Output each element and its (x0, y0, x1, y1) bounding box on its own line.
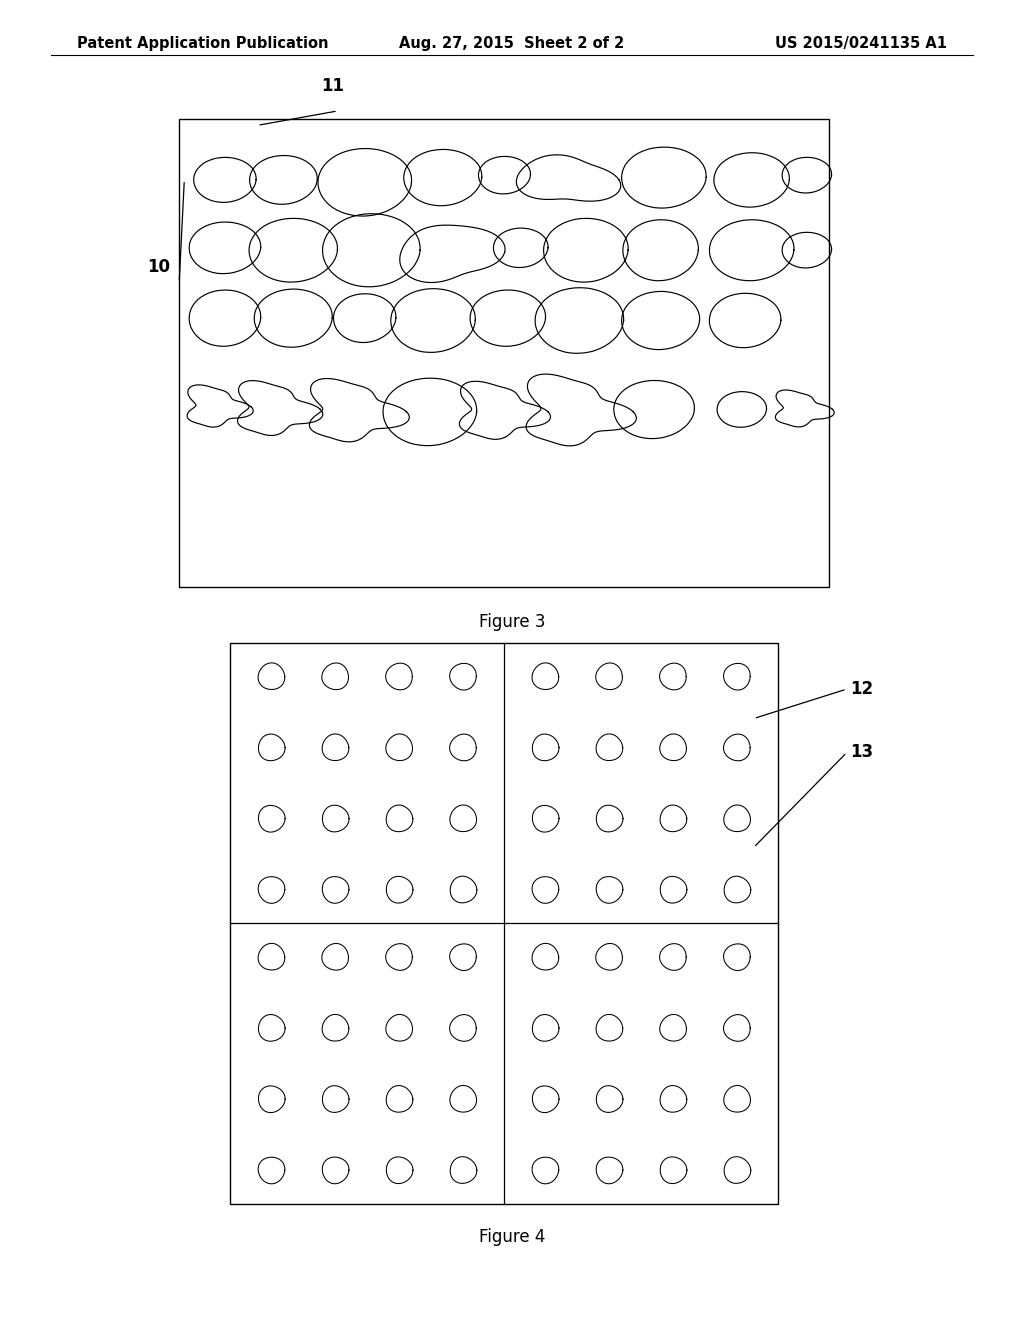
Bar (230, 643, 778, 1204)
Text: 13: 13 (850, 743, 873, 762)
Text: Figure 4: Figure 4 (479, 1228, 545, 1246)
Text: Patent Application Publication: Patent Application Publication (77, 36, 329, 50)
Text: 11: 11 (322, 77, 344, 95)
Text: 12: 12 (850, 680, 873, 698)
Bar (179, 119, 829, 587)
Text: 10: 10 (147, 257, 170, 276)
Text: Figure 3: Figure 3 (479, 614, 545, 631)
Text: US 2015/0241135 A1: US 2015/0241135 A1 (775, 36, 947, 50)
Text: Aug. 27, 2015  Sheet 2 of 2: Aug. 27, 2015 Sheet 2 of 2 (399, 36, 625, 50)
